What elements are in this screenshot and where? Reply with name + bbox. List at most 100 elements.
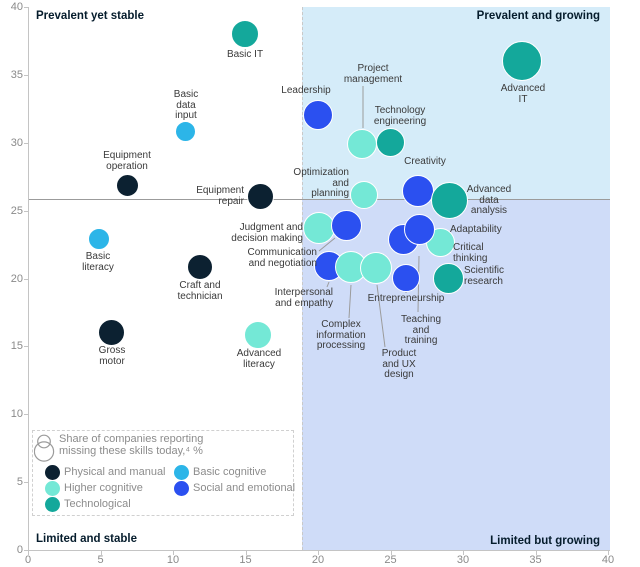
x-tick-mark	[28, 551, 29, 555]
point-label-advanced-it: Advanced IT	[500, 83, 546, 105]
bubble-gross-motor	[98, 318, 126, 346]
y-tick-mark	[24, 550, 28, 551]
bubble-communication-and-negotiation	[331, 209, 362, 241]
x-tick-mark	[535, 551, 537, 555]
bubble-leadership	[302, 100, 333, 131]
y-tick-label: 25	[10, 204, 23, 217]
legend-dot-higher-cognitive	[44, 480, 60, 496]
y-tick-mark	[24, 482, 28, 484]
y-tick-mark	[24, 278, 28, 280]
point-label-judgment-and-decision-making: Judgment and decision making	[231, 222, 303, 244]
bubble-basic-data-input	[175, 120, 197, 142]
y-tick-label: 10	[10, 408, 23, 421]
y-tick-label: 20	[10, 272, 23, 285]
bubble-product-and-ux-design	[359, 252, 392, 285]
legend-dot-technological	[44, 496, 60, 512]
bubble-creativity	[401, 175, 434, 208]
x-tick-mark	[608, 551, 609, 555]
point-label-craft-and-technician: Craft and technician	[177, 280, 223, 302]
x-tick-mark	[390, 551, 392, 555]
x-tick-mark	[463, 551, 464, 555]
x-tick-label: 25	[384, 554, 397, 566]
quadrant-title-top-left: Prevalent yet stable	[36, 10, 145, 22]
x-tick-label: 40	[601, 554, 615, 566]
point-label-advanced-data-analysis: Advanced data analysis	[466, 184, 512, 216]
legend-label-higher-cognitive: Higher cognitive	[64, 482, 143, 494]
legend-size-note-line2: missing these skills today,⁴ %	[59, 445, 203, 457]
y-tick-label: 35	[10, 68, 23, 81]
point-label-leadership: Leadership	[281, 85, 331, 96]
point-label-basic-it: Basic IT	[226, 49, 264, 60]
y-tick-mark	[24, 74, 28, 76]
x-tick-label: 5	[97, 554, 104, 566]
x-tick-label: 20	[311, 554, 325, 566]
bubble-adaptability	[403, 213, 435, 245]
legend-label-technological: Technological	[64, 498, 131, 510]
point-label-entrepreneurship: Entrepreneurship	[367, 293, 445, 304]
legend-dot-basic-cognitive	[173, 464, 189, 480]
bubble-equipment-repair	[247, 183, 275, 211]
x-tick-label: 30	[456, 554, 470, 566]
point-label-communication-and-negotiation: Communication and negotiation	[247, 247, 317, 269]
bubble-equipment-operation	[116, 174, 140, 198]
y-tick-mark	[24, 142, 28, 144]
point-label-product-and-ux-design: Product and UX design	[381, 348, 417, 380]
bubble-scientific-research	[432, 262, 464, 294]
x-tick-label: 10	[166, 554, 180, 566]
y-tick-mark	[24, 7, 28, 8]
bubble-advanced-literacy	[244, 321, 273, 349]
point-label-basic-data-input: Basic data input	[173, 89, 199, 121]
point-label-interpersonal-and-empathy: Interpersonal and empathy	[274, 287, 333, 309]
point-label-complex-information-processing: Complex information processing	[316, 319, 366, 351]
point-label-advanced-literacy: Advanced literacy	[236, 348, 282, 370]
legend-dot-physical-and-manual	[44, 464, 60, 480]
y-tick-mark	[24, 346, 28, 348]
y-tick-label: 30	[10, 136, 23, 149]
x-tick-label: 15	[239, 554, 252, 566]
legend-box	[32, 430, 294, 516]
x-tick-mark	[318, 551, 319, 555]
point-label-adaptability: Adaptability	[450, 224, 502, 235]
point-label-scientific-research: Scientific research	[464, 265, 505, 287]
bubble-technology-engineering	[375, 127, 405, 157]
point-label-teaching-and-training: Teaching and training	[400, 314, 442, 346]
point-label-creativity: Creativity	[404, 156, 446, 167]
y-tick-mark	[24, 210, 28, 212]
point-label-project-management: Project management	[343, 63, 403, 85]
y-tick-mark	[24, 414, 28, 416]
point-label-equipment-operation: Equipment operation	[103, 150, 151, 172]
bubble-advanced-data-analysis	[430, 182, 468, 220]
legend-dot-social-and-emotional	[173, 480, 189, 496]
y-tick-label: 40	[10, 1, 23, 13]
legend-label-physical-and-manual: Physical and manual	[64, 466, 166, 478]
x-tick-mark	[173, 551, 174, 555]
y-tick-label: 15	[10, 340, 23, 353]
y-tick-label: 5	[16, 476, 23, 489]
bubble-size-icon	[34, 434, 55, 462]
quadrant-horizontal-divider	[28, 199, 610, 200]
point-label-optimization-and-planning: Optimization and planning	[293, 167, 349, 199]
point-label-equipment-repair: Equipment repair	[196, 185, 244, 207]
x-axis-line	[28, 550, 610, 551]
point-label-critical-thinking: Critical thinking	[453, 242, 488, 264]
quadrant-title-bottom-left: Limited and stable	[36, 533, 137, 545]
y-tick-label: 0	[16, 544, 23, 556]
x-tick-label: 35	[529, 554, 542, 566]
x-tick-mark	[245, 551, 247, 555]
legend-size-note-line1: Share of companies reporting	[59, 433, 204, 445]
quadrant-fill-prevalent-and-growing	[302, 7, 610, 199]
point-label-gross-motor: Gross motor	[98, 345, 126, 367]
bubble-optimization-and-planning	[349, 181, 378, 210]
bubble-advanced-it	[501, 40, 542, 81]
legend-label-social-and-emotional: Social and emotional	[193, 482, 296, 494]
bubble-judgment-and-decision-making	[302, 211, 335, 244]
bubble-basic-literacy	[87, 227, 110, 250]
legend-label-basic-cognitive: Basic cognitive	[193, 466, 267, 478]
x-tick-label: 0	[24, 554, 32, 566]
point-label-basic-literacy: Basic literacy	[82, 251, 114, 273]
quadrant-vertical-divider	[302, 7, 303, 550]
x-tick-mark	[100, 551, 102, 555]
quadrant-title-top-right: Prevalent and growing	[476, 10, 600, 22]
bubble-basic-it	[231, 19, 259, 48]
